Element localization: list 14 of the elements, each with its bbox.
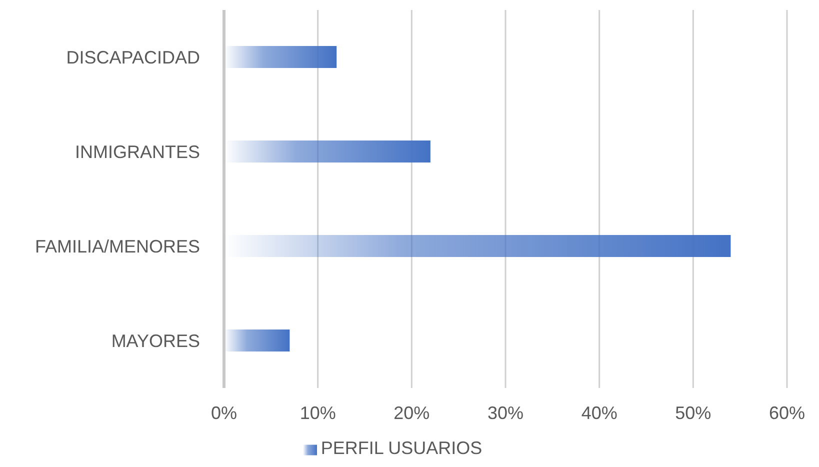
x-tick-label: 10% [300, 402, 336, 423]
legend-label: PERFIL USUARIOS [320, 438, 482, 458]
x-tick-label: 50% [675, 402, 712, 423]
x-tick-label: 20% [394, 402, 430, 423]
x-tick-label: 60% [768, 402, 806, 423]
y-tick-label: INMIGRANTES [74, 142, 200, 162]
bar [224, 330, 290, 352]
y-tick-label: FAMILIA/MENORES [34, 236, 200, 257]
x-tick-label: 40% [581, 402, 618, 423]
bar [224, 46, 337, 68]
x-tick-label: 0% [210, 402, 238, 423]
x-tick-label: 30% [487, 402, 524, 423]
y-tick-label: DISCAPACIDAD [66, 48, 200, 68]
y-tick-label: MAYORES [111, 331, 200, 352]
